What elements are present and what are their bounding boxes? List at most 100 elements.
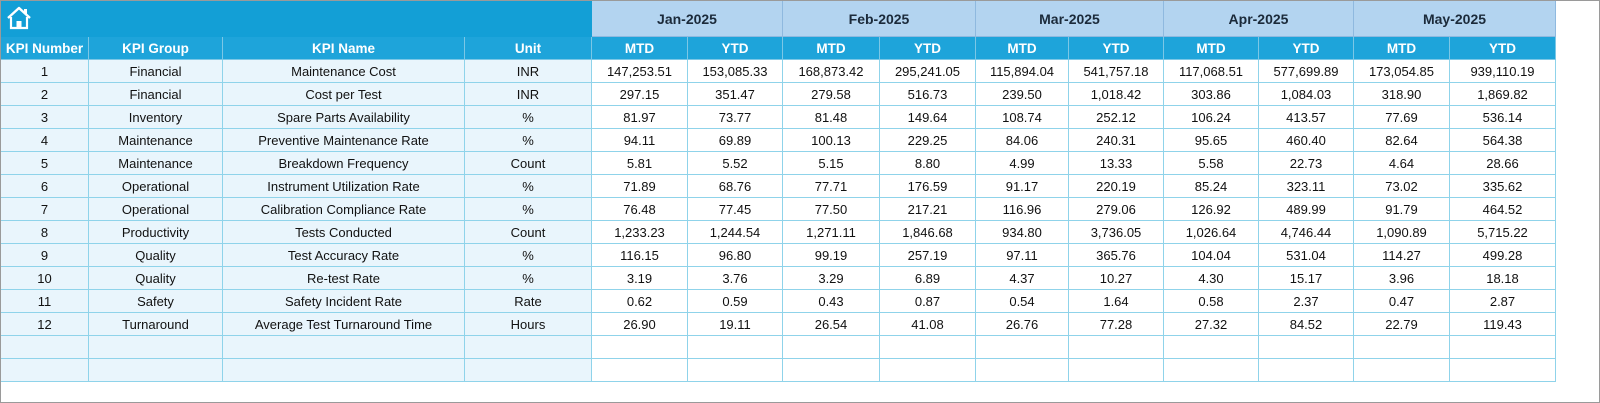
value-cell: 97.11 <box>976 244 1069 267</box>
value-cell: 279.06 <box>1069 198 1164 221</box>
value-cell: 2.37 <box>1259 290 1354 313</box>
kpi-number: 5 <box>1 152 89 175</box>
kpi-name: Spare Parts Availability <box>223 106 465 129</box>
value-cell: 5.58 <box>1164 152 1259 175</box>
kpi-name: Tests Conducted <box>223 221 465 244</box>
kpi-number: 1 <box>1 60 89 83</box>
value-cell: 26.54 <box>783 313 880 336</box>
value-cell: 77.50 <box>783 198 880 221</box>
value-cell: 173,054.85 <box>1354 60 1450 83</box>
value-cell: 365.76 <box>1069 244 1164 267</box>
kpi-number: 6 <box>1 175 89 198</box>
value-cell <box>1259 359 1354 382</box>
value-cell: 1,084.03 <box>1259 83 1354 106</box>
kpi-name: Calibration Compliance Rate <box>223 198 465 221</box>
value-cell: 10.27 <box>1069 267 1164 290</box>
value-cell: 94.11 <box>592 129 688 152</box>
value-cell: 91.79 <box>1354 198 1450 221</box>
home-icon[interactable] <box>5 5 33 31</box>
value-cell: 41.08 <box>880 313 976 336</box>
value-cell: 318.90 <box>1354 83 1450 106</box>
value-cell: 28.66 <box>1450 152 1556 175</box>
value-cell: 217.21 <box>880 198 976 221</box>
value-cell: 0.87 <box>880 290 976 313</box>
value-cell: 19.11 <box>688 313 783 336</box>
value-cell: 116.96 <box>976 198 1069 221</box>
kpi-group: Maintenance <box>89 129 223 152</box>
value-cell: 3.29 <box>783 267 880 290</box>
value-cell: 99.19 <box>783 244 880 267</box>
unit: Rate <box>465 290 592 313</box>
kpi-group: Financial <box>89 60 223 83</box>
kpi-group: Safety <box>89 290 223 313</box>
value-cell: 2.87 <box>1450 290 1556 313</box>
value-cell: 153,085.33 <box>688 60 783 83</box>
value-cell: 297.15 <box>592 83 688 106</box>
month-header: Mar-2025 <box>976 1 1164 37</box>
value-cell: 147,253.51 <box>592 60 688 83</box>
value-cell: 4.30 <box>1164 267 1259 290</box>
value-cell <box>688 359 783 382</box>
kpi-number: 4 <box>1 129 89 152</box>
value-cell <box>976 336 1069 359</box>
value-cell: 0.58 <box>1164 290 1259 313</box>
month-header: Apr-2025 <box>1164 1 1354 37</box>
value-cell: 0.59 <box>688 290 783 313</box>
value-cell: 4,746.44 <box>1259 221 1354 244</box>
value-cell: 577,699.89 <box>1259 60 1354 83</box>
value-cell: 3.96 <box>1354 267 1450 290</box>
value-cell: 81.48 <box>783 106 880 129</box>
value-cell <box>1354 359 1450 382</box>
value-cell: 5,715.22 <box>1450 221 1556 244</box>
value-cell: 5.81 <box>592 152 688 175</box>
value-cell: 22.73 <box>1259 152 1354 175</box>
value-cell: 77.45 <box>688 198 783 221</box>
value-cell <box>688 336 783 359</box>
kpi-group: Financial <box>89 83 223 106</box>
value-cell: 176.59 <box>880 175 976 198</box>
kpi-group: Productivity <box>89 221 223 244</box>
value-cell: 279.58 <box>783 83 880 106</box>
sub-header: MTD <box>783 37 880 60</box>
kpi-name <box>223 359 465 382</box>
value-cell <box>976 359 1069 382</box>
value-cell: 117,068.51 <box>1164 60 1259 83</box>
kpi-number: 8 <box>1 221 89 244</box>
sub-header: MTD <box>592 37 688 60</box>
value-cell: 464.52 <box>1450 198 1556 221</box>
value-cell: 22.79 <box>1354 313 1450 336</box>
value-cell: 3.76 <box>688 267 783 290</box>
unit: % <box>465 267 592 290</box>
value-cell: 77.28 <box>1069 313 1164 336</box>
value-cell: 4.64 <box>1354 152 1450 175</box>
value-cell: 564.38 <box>1450 129 1556 152</box>
unit: INR <box>465 60 592 83</box>
value-cell: 939,110.19 <box>1450 60 1556 83</box>
value-cell: 27.32 <box>1164 313 1259 336</box>
value-cell: 220.19 <box>1069 175 1164 198</box>
kpi-group: Maintenance <box>89 152 223 175</box>
kpi-name: Instrument Utilization Rate <box>223 175 465 198</box>
kpi-number: 3 <box>1 106 89 129</box>
value-cell: 323.11 <box>1259 175 1354 198</box>
value-cell: 460.40 <box>1259 129 1354 152</box>
value-cell: 85.24 <box>1164 175 1259 198</box>
unit: % <box>465 198 592 221</box>
value-cell: 934.80 <box>976 221 1069 244</box>
sub-header: YTD <box>1450 37 1556 60</box>
value-cell: 516.73 <box>880 83 976 106</box>
value-cell: 1,018.42 <box>1069 83 1164 106</box>
value-cell <box>1259 336 1354 359</box>
value-cell: 73.02 <box>1354 175 1450 198</box>
value-cell <box>1164 336 1259 359</box>
value-cell: 15.17 <box>1259 267 1354 290</box>
value-cell <box>592 359 688 382</box>
sub-header: YTD <box>688 37 783 60</box>
value-cell: 1,090.89 <box>1354 221 1450 244</box>
value-cell: 1,846.68 <box>880 221 976 244</box>
kpi-group: Quality <box>89 244 223 267</box>
value-cell: 73.77 <box>688 106 783 129</box>
value-cell: 149.64 <box>880 106 976 129</box>
unit: INR <box>465 83 592 106</box>
